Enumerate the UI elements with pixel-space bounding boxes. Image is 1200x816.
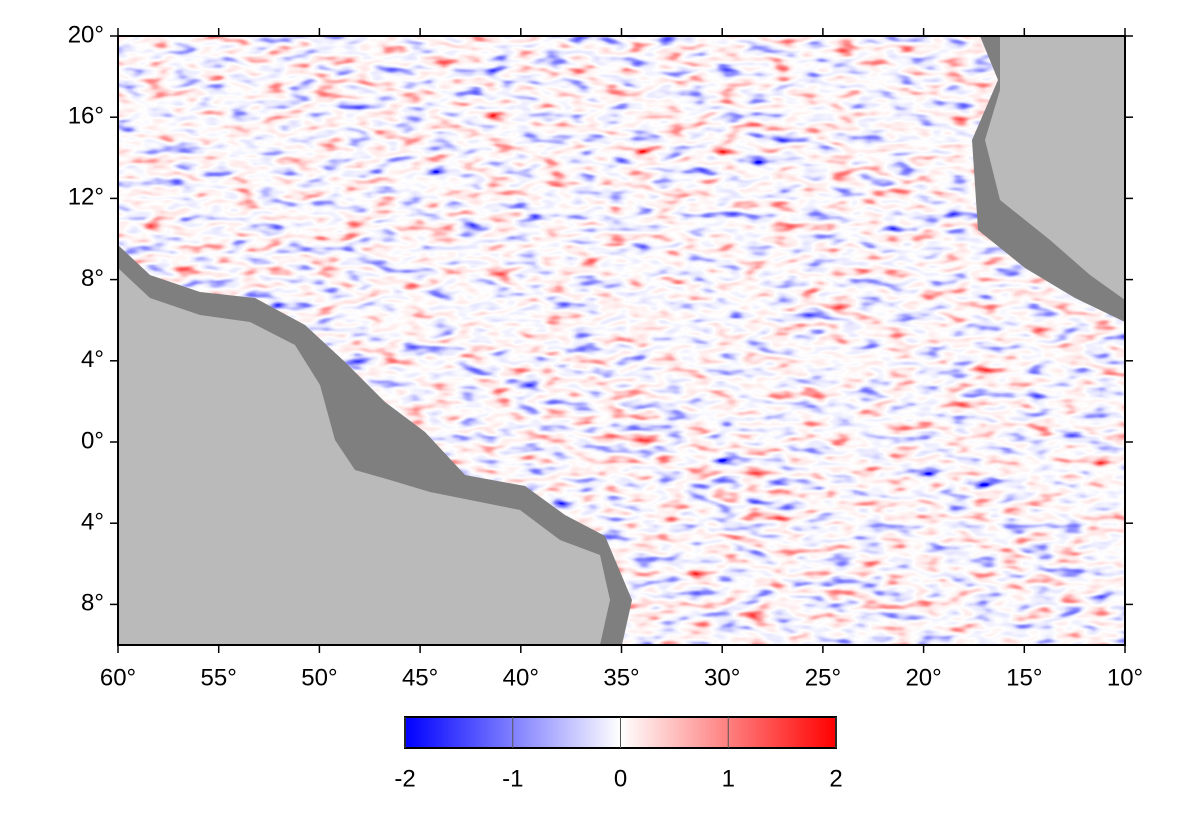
y-tick-label: 4°: [81, 509, 104, 536]
y-tick-label: 16°: [68, 103, 104, 130]
y-tick-label: 8°: [81, 265, 104, 292]
x-tick-label: 30°: [704, 664, 740, 691]
x-tick-label: 25°: [805, 664, 841, 691]
y-tick-label: 4°: [81, 346, 104, 373]
colorbar-tick-label: 1: [722, 765, 735, 792]
x-tick-label: 15°: [1006, 664, 1042, 691]
land-africa: [985, 36, 1125, 300]
y-tick-label: 12°: [68, 184, 104, 211]
land-south-america: [118, 268, 610, 645]
colorbar-tick-label: 2: [829, 765, 842, 792]
map-area: [118, 36, 1125, 645]
colorbar-ticks: -2 -1 0 1 2: [394, 717, 843, 792]
x-tick-label: 45°: [402, 664, 438, 691]
y-tick-label: 8°: [81, 590, 104, 617]
x-tick-label: 60°: [100, 664, 136, 691]
x-tick-label: 20°: [905, 664, 941, 691]
colorbar-tick-label: -1: [502, 765, 523, 792]
colorbar-tick-label: -2: [394, 765, 415, 792]
y-tick-label: 20°: [68, 21, 104, 48]
y-tick-label: 0°: [81, 427, 104, 454]
x-tick-label: 10°: [1107, 664, 1143, 691]
x-tick-label: 40°: [503, 664, 539, 691]
axes: 60° 55° 50° 45° 40° 35° 30° 25° 20° 15° 10° 20° 16° 1…: [68, 21, 1143, 691]
x-tick-label: 50°: [301, 664, 337, 691]
x-tick-label: 35°: [603, 664, 639, 691]
colorbar-tick-label: 0: [614, 765, 627, 792]
x-tick-label: 55°: [201, 664, 237, 691]
